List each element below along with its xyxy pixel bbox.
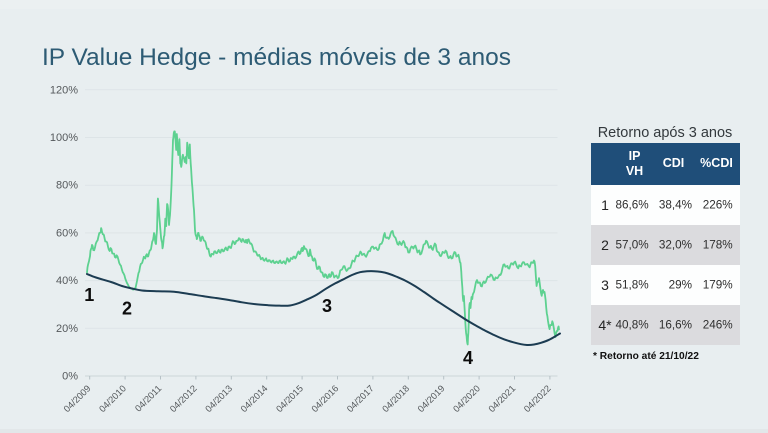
svg-text:04/2013: 04/2013 — [203, 383, 234, 414]
svg-text:04/2020: 04/2020 — [451, 383, 482, 414]
svg-text:80%: 80% — [56, 180, 78, 192]
svg-text:20%: 20% — [56, 323, 78, 335]
svg-text:04/2009: 04/2009 — [62, 383, 93, 414]
svg-text:60%: 60% — [56, 227, 78, 239]
svg-text:0%: 0% — [62, 371, 78, 383]
svg-text:04/2010: 04/2010 — [97, 383, 128, 414]
svg-text:04/2022: 04/2022 — [522, 383, 553, 414]
svg-text:100%: 100% — [50, 132, 78, 144]
svg-text:40%: 40% — [56, 275, 78, 287]
svg-text:04/2021: 04/2021 — [487, 383, 518, 414]
svg-text:04/2011: 04/2011 — [133, 383, 163, 413]
svg-text:04/2018: 04/2018 — [380, 383, 411, 414]
svg-text:04/2015: 04/2015 — [274, 383, 305, 414]
svg-text:4: 4 — [463, 348, 473, 368]
svg-text:120%: 120% — [50, 84, 78, 96]
svg-text:1: 1 — [84, 285, 94, 305]
svg-text:2: 2 — [122, 299, 132, 319]
svg-text:04/2014: 04/2014 — [239, 383, 270, 414]
svg-text:04/2016: 04/2016 — [310, 383, 341, 414]
svg-text:3: 3 — [322, 296, 332, 316]
svg-text:04/2017: 04/2017 — [345, 383, 376, 414]
svg-text:04/2019: 04/2019 — [416, 383, 447, 414]
svg-text:04/2012: 04/2012 — [168, 383, 199, 414]
